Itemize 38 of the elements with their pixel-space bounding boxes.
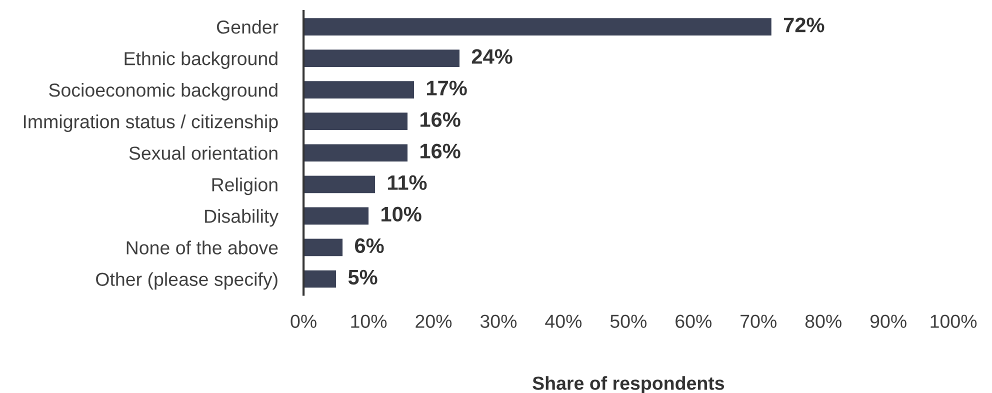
data-label: 72%: [784, 18, 824, 32]
y-tick-label: Ethnic background: [124, 52, 278, 69]
data-label: 17%: [427, 80, 467, 96]
data-label: 16%: [420, 144, 460, 158]
y-tick-label: Socioeconomic background: [49, 83, 278, 101]
data-label: 5%: [348, 270, 378, 285]
x-tick-label: 10%: [351, 314, 387, 328]
x-tick-label: 30%: [480, 314, 517, 328]
x-tick-label: 70%: [740, 314, 776, 328]
bar: [304, 238, 343, 256]
bar: [304, 112, 408, 130]
data-label: 16%: [420, 112, 460, 127]
y-tick-label: Gender: [216, 20, 278, 34]
x-tick-label: 90%: [870, 314, 906, 328]
bar: [304, 144, 408, 162]
data-label: 11%: [388, 175, 427, 190]
y-tick-label: None of the above: [126, 240, 278, 254]
bar: [304, 50, 460, 67]
x-tick-label: 0%: [290, 314, 316, 328]
y-tick-label: Religion: [212, 178, 278, 196]
x-tick-label: 20%: [416, 314, 452, 328]
y-tick-label: Disability: [205, 209, 279, 227]
data-label: 6%: [354, 238, 384, 254]
y-tick-label: Immigration status / citizenship: [24, 114, 278, 132]
x-tick-label: 40%: [545, 314, 582, 328]
bar: [304, 176, 376, 194]
bar: [304, 207, 369, 225]
y-tick-label: Other (please specify): [96, 272, 278, 290]
x-tick-label: 50%: [610, 314, 647, 328]
bar: [304, 270, 336, 288]
x-tick-label: 100%: [930, 314, 977, 328]
data-label: 24%: [472, 49, 512, 64]
x-tick-label: 60%: [676, 314, 712, 328]
bar: [304, 18, 772, 36]
y-tick-label: Sexual orientation: [129, 146, 278, 160]
data-label: 10%: [382, 206, 422, 222]
x-tick-label: 80%: [805, 314, 842, 328]
bar: [304, 81, 414, 98]
